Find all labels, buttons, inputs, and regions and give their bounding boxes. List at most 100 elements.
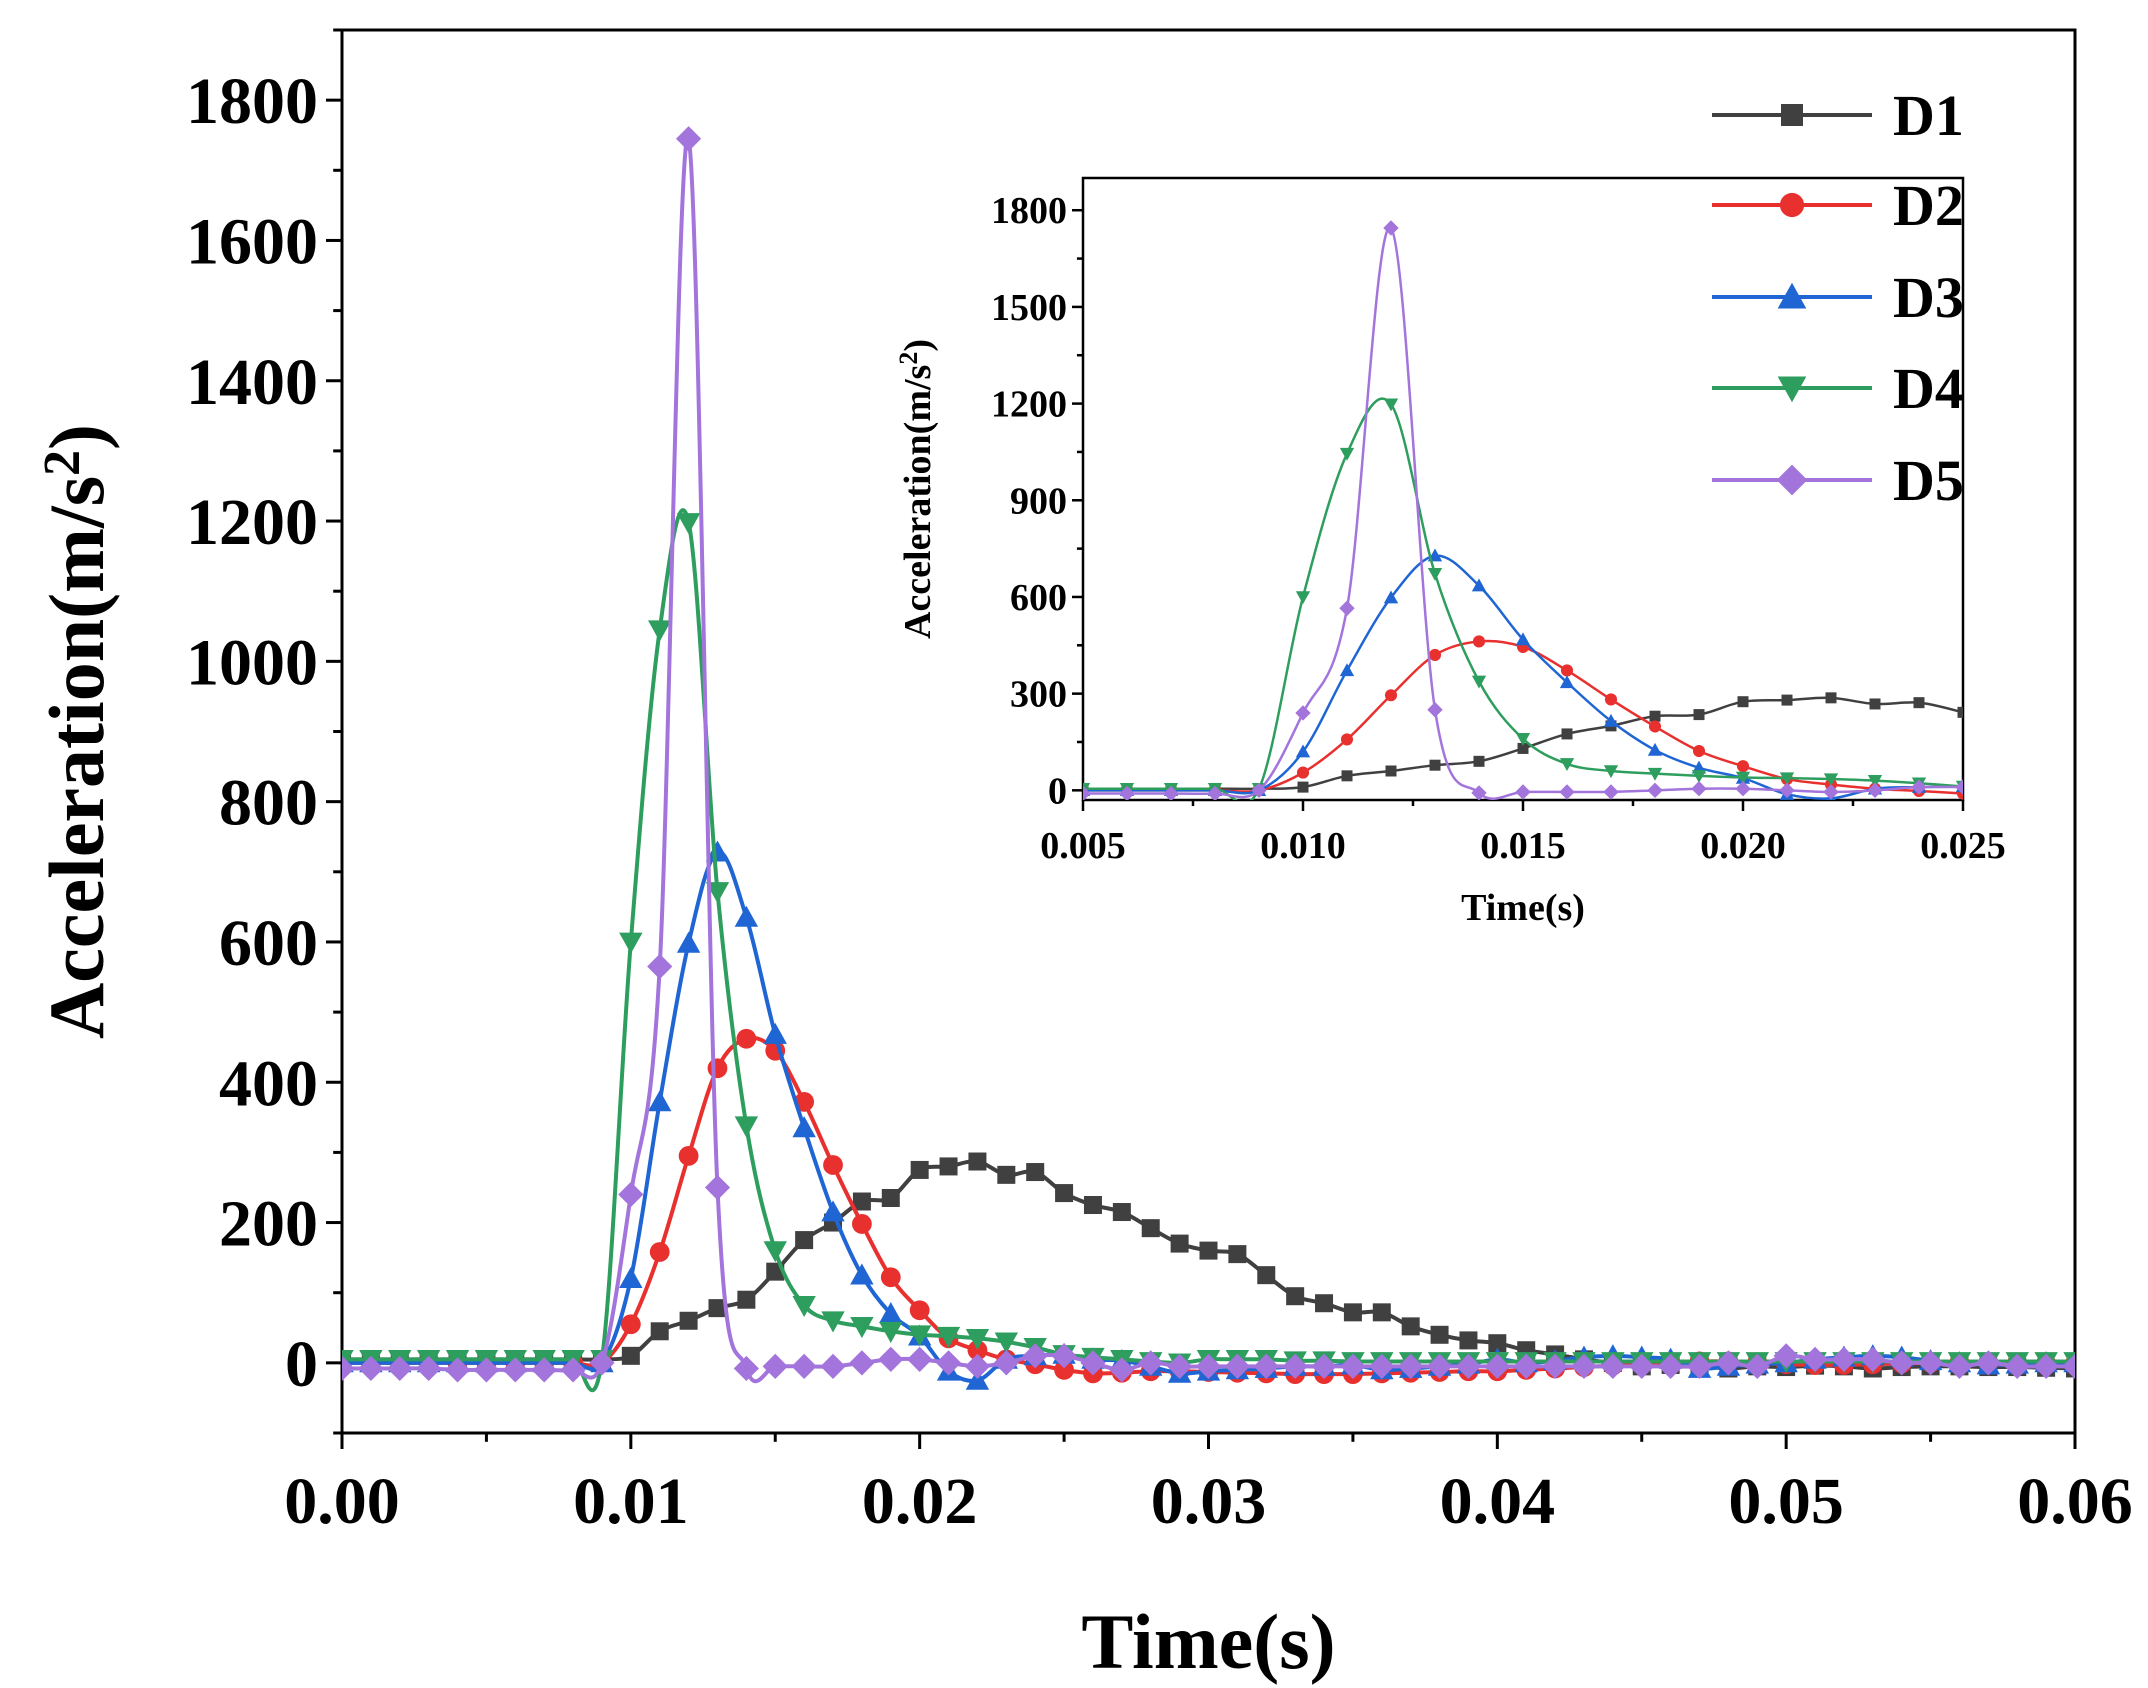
main-series-d3-point: [821, 1200, 845, 1222]
main-series-d5-point: [589, 1350, 615, 1376]
main-series-d3-point: [619, 1266, 643, 1289]
main-series-d1-point: [1170, 1234, 1189, 1253]
inset-series-d3-point: [1647, 742, 1663, 756]
main-series-d4-point: [821, 1311, 845, 1333]
main-y-axis-title-sup: 2: [34, 450, 91, 476]
inset-x-tick-label: 0.005: [1040, 825, 1126, 867]
main-series-d1-point: [852, 1192, 871, 1211]
inset-series-d3-point: [1295, 744, 1311, 758]
legend-label-d5: D5: [1893, 448, 1964, 513]
main-y-tick-label: 800: [219, 767, 318, 840]
inset-y-axis-title-end: ): [897, 339, 939, 352]
main-series-d1-point: [1083, 1196, 1102, 1215]
main-series-d5-point: [1542, 1353, 1568, 1379]
main-x-axis-title: Time(s): [1081, 1598, 1335, 1685]
main-series-d5-point: [1022, 1343, 1048, 1369]
main-series-d5-point: [1080, 1350, 1106, 1376]
inset-series-d1-point: [1297, 781, 1309, 793]
inset-series-d5-point: [1955, 779, 1963, 795]
main-series-d4-point: [676, 513, 701, 535]
main-series-d3-point: [763, 1022, 787, 1044]
main-series-d5-point: [1282, 1353, 1308, 1379]
inset-series-d5-point: [1823, 784, 1839, 800]
inset-y-tick-label: 0: [1048, 770, 1067, 812]
main-y-tick-label: 400: [219, 1047, 318, 1120]
main-series-d5-point: [1513, 1353, 1539, 1379]
inset-series-d5-point: [1647, 782, 1663, 799]
inset-y-tick-label: 600: [1010, 577, 1067, 619]
main-y-tick-label: 1000: [186, 626, 318, 699]
inset-series-d4-point: [1471, 675, 1487, 689]
inset-x-axis-title: Time(s): [1461, 887, 1585, 929]
main-series-d5-point: [1311, 1353, 1337, 1379]
main-x-tick-label: 0.02: [862, 1465, 978, 1538]
inset-series-d5-point: [1471, 785, 1487, 800]
inset-series-d1-point: [1341, 770, 1353, 782]
main-series-d1-line: [342, 1159, 2075, 1371]
legend-label-d2: D2: [1893, 173, 1964, 238]
main-series-d5-point: [416, 1355, 442, 1382]
main-y-tick-label: 1800: [186, 65, 318, 138]
main-series-d1-point: [1112, 1203, 1131, 1222]
main-series-d5-point: [993, 1350, 1019, 1376]
main-series-d1-point: [1488, 1334, 1507, 1353]
inset-series-d2-point: [1340, 733, 1354, 746]
main-series-d5-point: [1426, 1353, 1453, 1379]
main-series-d5-point: [964, 1353, 991, 1379]
inset-series-d1-point: [1781, 694, 1793, 706]
legend-label-d3: D3: [1893, 265, 1964, 330]
main-series-d2-point: [736, 1028, 757, 1049]
main-series-d3-point: [965, 1368, 990, 1390]
main-x-tick-label: 0.00: [284, 1465, 400, 1538]
inset-series-d1-point: [1429, 759, 1441, 771]
inset-plot: 0.005 0.010 0.015 0.020 0.025 0 300 600 900 1200 1…: [894, 176, 2006, 929]
inset-series-d5-point: [1339, 600, 1355, 616]
main-series-d2-point: [678, 1146, 699, 1166]
main-series-d5-point: [1224, 1353, 1250, 1379]
inset-series-d4-point: [1647, 767, 1663, 781]
main-series-d1-point: [1199, 1241, 1218, 1260]
main-y-tick-label: 0: [285, 1328, 318, 1401]
main-series-d5-point: [1600, 1353, 1626, 1379]
main-series-d1-point: [1372, 1303, 1391, 1322]
main-series-d5-point: [1975, 1350, 2001, 1376]
inset-series-d3-line: [1083, 554, 1963, 800]
inset-series-d1-point: [1561, 728, 1573, 740]
main-series-d5-point: [1658, 1353, 1684, 1379]
main-series-d4-point: [907, 1325, 932, 1347]
inset-series-d4-point: [1779, 772, 1795, 786]
main-series-d1-point: [1401, 1317, 1420, 1336]
inset-series-d2-point: [1648, 720, 1662, 733]
main-y-axis-title-end: ): [33, 424, 120, 450]
main-series-d1-point: [1430, 1325, 1449, 1344]
inset-series-d3-point: [1603, 713, 1619, 727]
inset-series-d5-point: [1735, 781, 1751, 797]
inset-y-axis-title-main: Acceleration(m/s: [897, 365, 939, 639]
inset-series-d4-point: [1427, 568, 1443, 581]
main-series-d1-point: [968, 1152, 987, 1171]
main-series-d5-point: [2033, 1353, 2059, 1379]
main-series-d5-point: [1167, 1353, 1193, 1379]
inset-series-d4-point: [1823, 773, 1839, 787]
main-series-d5-point: [704, 1174, 731, 1201]
inset-series-d2-point: [1692, 744, 1706, 758]
main-series-d5-point: [1340, 1353, 1366, 1379]
inset-x-tick-label: 0.015: [1480, 825, 1566, 867]
main-series-d1-point: [708, 1299, 727, 1318]
inset-plot-frame: [1081, 176, 1965, 802]
main-series-d2-point: [967, 1340, 988, 1361]
main-series-d5-point: [2062, 1353, 2075, 1379]
inset-series-d5-point: [1163, 785, 1179, 800]
main-series-d4-point: [994, 1332, 1019, 1354]
main-series-d2-point: [823, 1155, 843, 1175]
main-series-d3-point: [850, 1263, 874, 1285]
main-series-d2-point: [707, 1058, 728, 1079]
main-series-d1-point: [910, 1160, 929, 1179]
main-series-d5-point: [647, 953, 673, 980]
main-y-tick-label: 200: [219, 1188, 318, 1261]
main-series-d5-point: [1455, 1353, 1482, 1379]
main-series-d5-point: [1629, 1353, 1655, 1379]
inset-x-tick-label: 0.020: [1700, 825, 1786, 867]
main-series-d5-point: [1686, 1353, 1713, 1379]
